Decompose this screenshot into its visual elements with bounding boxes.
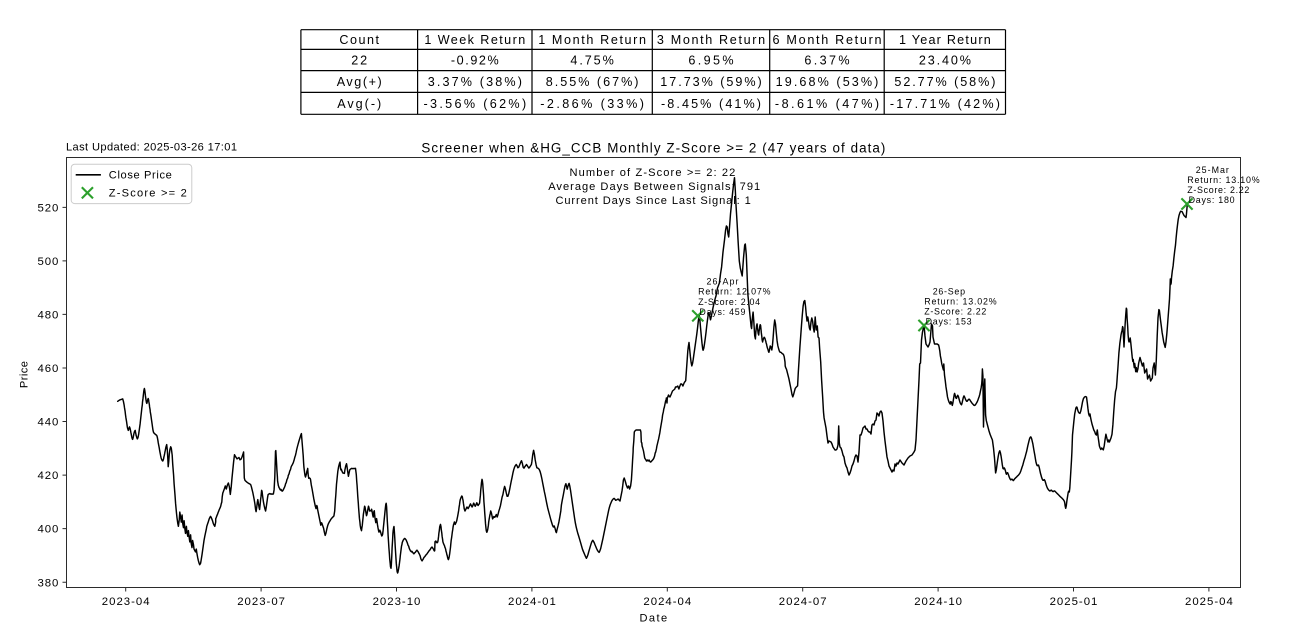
svg-text:26-Sep: 26-Sep <box>933 286 965 296</box>
svg-text:420: 420 <box>38 470 59 482</box>
svg-text:6 Month Return: 6 Month Return <box>773 33 882 47</box>
svg-text:-8.45% (41%): -8.45% (41%) <box>661 97 761 111</box>
svg-text:Days: 180: Days: 180 <box>1189 195 1235 205</box>
svg-text:2023-10: 2023-10 <box>373 596 421 608</box>
svg-text:-3.56% (62%): -3.56% (62%) <box>423 97 526 111</box>
svg-text:-2.86% (33%): -2.86% (33%) <box>540 97 644 111</box>
svg-text:500: 500 <box>38 256 59 268</box>
svg-text:2024-04: 2024-04 <box>643 596 691 608</box>
svg-text:17.73% (59%): 17.73% (59%) <box>660 75 761 89</box>
svg-text:2024-01: 2024-01 <box>508 596 556 608</box>
svg-text:52.77% (58%): 52.77% (58%) <box>894 75 995 89</box>
svg-text:Screener when &HG_CCB Monthly: Screener when &HG_CCB Monthly Z-Score >=… <box>421 140 885 155</box>
svg-text:2024-10: 2024-10 <box>914 596 962 608</box>
svg-text:Close Price: Close Price <box>109 169 172 181</box>
svg-text:22: 22 <box>351 54 367 68</box>
svg-text:Average Days Between Signals:: Average Days Between Signals: 791 <box>548 181 760 193</box>
svg-text:440: 440 <box>38 417 59 429</box>
svg-text:Days: 459: Days: 459 <box>699 307 745 317</box>
svg-text:2024-07: 2024-07 <box>779 596 827 608</box>
svg-text:Z-Score: 2.04: Z-Score: 2.04 <box>698 297 760 307</box>
svg-text:2025-04: 2025-04 <box>1185 596 1233 608</box>
svg-text:1 Week Return: 1 Week Return <box>424 33 525 47</box>
svg-text:Z-Score: 2.22: Z-Score: 2.22 <box>1187 185 1249 195</box>
svg-text:3.37% (38%): 3.37% (38%) <box>428 75 522 89</box>
svg-text:Z-Score >= 2: Z-Score >= 2 <box>109 188 187 200</box>
svg-text:Last Updated: 2025-03-26 17:01: Last Updated: 2025-03-26 17:01 <box>66 142 237 154</box>
svg-text:8.55% (67%): 8.55% (67%) <box>546 75 639 89</box>
svg-text:Current Days Since Last Signal: Current Days Since Last Signal: 1 <box>555 195 750 207</box>
svg-text:Days: 153: Days: 153 <box>926 317 972 327</box>
svg-text:Return: 12.07%: Return: 12.07% <box>698 287 770 297</box>
svg-text:Z-Score: 2.22: Z-Score: 2.22 <box>924 307 986 317</box>
svg-text:2023-07: 2023-07 <box>237 596 285 608</box>
svg-text:Price: Price <box>19 361 31 388</box>
svg-text:2025-01: 2025-01 <box>1050 596 1098 608</box>
svg-text:19.68% (53%): 19.68% (53%) <box>776 75 879 89</box>
svg-text:460: 460 <box>38 363 59 375</box>
svg-text:Count: Count <box>339 33 379 47</box>
svg-text:-17.71% (42%): -17.71% (42%) <box>890 97 1000 111</box>
svg-text:480: 480 <box>38 310 59 322</box>
svg-text:Avg(-): Avg(-) <box>337 97 381 111</box>
svg-text:Number of Z-Score >= 2: 22: Number of Z-Score >= 2: 22 <box>570 167 736 179</box>
svg-text:-0.92%: -0.92% <box>451 54 499 68</box>
svg-text:2023-04: 2023-04 <box>102 596 150 608</box>
svg-text:Return: 13.10%: Return: 13.10% <box>1187 175 1259 185</box>
svg-text:400: 400 <box>38 524 59 536</box>
svg-text:1 Year Return: 1 Year Return <box>899 33 991 47</box>
svg-text:Return: 13.02%: Return: 13.02% <box>924 296 996 306</box>
svg-text:25-Mar: 25-Mar <box>1196 165 1229 175</box>
svg-text:1 Month Return: 1 Month Return <box>538 33 646 47</box>
svg-text:-8.61% (47%): -8.61% (47%) <box>775 97 879 111</box>
svg-text:Date: Date <box>639 613 667 625</box>
svg-text:3 Month Return: 3 Month Return <box>657 33 765 47</box>
svg-text:26-Apr: 26-Apr <box>707 277 739 287</box>
svg-text:Avg(+): Avg(+) <box>337 75 382 89</box>
svg-text:520: 520 <box>38 203 59 215</box>
svg-text:380: 380 <box>38 577 59 589</box>
